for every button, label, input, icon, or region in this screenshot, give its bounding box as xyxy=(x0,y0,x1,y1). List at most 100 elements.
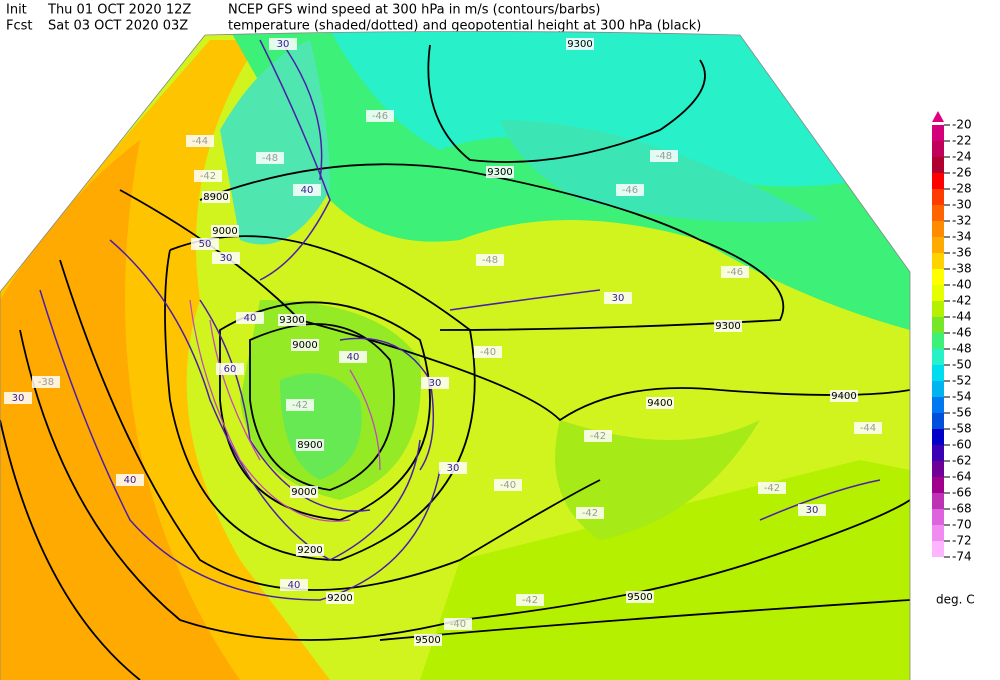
colorbar-band xyxy=(932,269,944,285)
wind-label: 30 xyxy=(612,293,625,304)
wind-label: 30 xyxy=(220,253,233,264)
colorbar-label: -42 xyxy=(952,294,972,308)
mid-shading xyxy=(555,420,760,540)
height-label: 9500 xyxy=(415,635,440,646)
height-label: 9400 xyxy=(647,398,672,409)
colorbar-label: -28 xyxy=(952,182,972,196)
colorbar-band xyxy=(932,461,944,477)
temp-label: -44 xyxy=(192,136,208,147)
colorbar-label: -70 xyxy=(952,518,972,532)
colorbar-label: -26 xyxy=(952,166,972,180)
height-label: 8900 xyxy=(203,192,228,203)
height-label: 9000 xyxy=(212,226,237,237)
temp-label-box xyxy=(758,482,786,494)
height-label-box xyxy=(326,592,354,604)
cold-shading xyxy=(330,31,860,187)
colorbar-band xyxy=(932,157,944,173)
colorbar-band xyxy=(932,525,944,541)
temp-label-box xyxy=(516,594,544,606)
title-line2: temperature (shaded/dotted) and geopoten… xyxy=(228,19,701,34)
temp-label-box xyxy=(576,507,604,519)
wind-label: 40 xyxy=(124,475,137,486)
wind-label-box xyxy=(798,504,826,516)
temp-label-box xyxy=(186,135,214,147)
height-label: 9000 xyxy=(292,340,317,351)
height-contours xyxy=(0,44,910,680)
temp-label: -40 xyxy=(480,347,496,358)
height-label: 8900 xyxy=(297,440,322,451)
temp-label: -48 xyxy=(482,255,498,266)
temp-label-box xyxy=(584,430,612,442)
height-label-box xyxy=(296,544,324,556)
colorbar-band xyxy=(932,541,944,557)
colorbar-band xyxy=(932,381,944,397)
height-label-box xyxy=(646,397,674,409)
temp-label-box xyxy=(32,376,60,388)
colorbar-band xyxy=(932,189,944,205)
wind-label-box xyxy=(269,38,297,50)
colorbar-arrow xyxy=(932,111,944,122)
colorbar-label: -40 xyxy=(952,278,972,292)
temp-label-box xyxy=(854,422,882,434)
colorbar-label: -60 xyxy=(952,438,972,452)
wind-label-box xyxy=(421,377,449,389)
wind-label: 30 xyxy=(12,393,25,404)
colorbar-band xyxy=(932,285,944,301)
colorbar-band xyxy=(932,333,944,349)
jet-core xyxy=(189,299,381,522)
colorbar-label: -62 xyxy=(952,454,972,468)
colorbar-band xyxy=(932,413,944,429)
colorbar-band xyxy=(932,301,944,317)
wind-label-box xyxy=(236,312,264,324)
colorbar-band xyxy=(932,237,944,253)
colorbar-band xyxy=(932,477,944,493)
height-label: 9200 xyxy=(327,593,352,604)
height-label: 9300 xyxy=(567,39,592,50)
wind-label-box xyxy=(339,351,367,363)
wind-label: 60 xyxy=(224,364,237,375)
temp-label-box xyxy=(194,170,222,182)
colorbar-label: -52 xyxy=(952,374,972,388)
temp-label-box xyxy=(494,479,522,491)
wind-label: 50 xyxy=(199,239,212,250)
temp-label: -46 xyxy=(622,185,638,196)
colorbar-label: -56 xyxy=(952,406,972,420)
wind-label: 40 xyxy=(301,185,314,196)
colorbar-label: -44 xyxy=(952,310,972,324)
init-time: Thu 01 OCT 2020 12Z xyxy=(47,3,191,18)
wind-label: 40 xyxy=(288,580,301,591)
height-label-box xyxy=(291,339,319,351)
height-label-box xyxy=(486,166,514,178)
temp-label: -46 xyxy=(727,267,743,278)
temp-label: -42 xyxy=(200,171,216,182)
temp-label: -40 xyxy=(500,480,516,491)
colorbar-label: -30 xyxy=(952,198,972,212)
wind-label: 40 xyxy=(347,352,360,363)
temp-label: -44 xyxy=(860,423,876,434)
colorbar-band xyxy=(932,365,944,381)
warm-shading xyxy=(0,140,240,680)
wind-label: 30 xyxy=(806,505,819,516)
wind-label: 40 xyxy=(244,313,257,324)
wind-label-box xyxy=(604,292,632,304)
height-label: 9000 xyxy=(291,487,316,498)
fcst-time: Sat 03 OCT 2020 03Z xyxy=(48,19,188,34)
temp-label: -42 xyxy=(522,595,538,606)
height-label: 9200 xyxy=(297,545,322,556)
temp-label-box xyxy=(721,266,749,278)
colorbar-band xyxy=(932,429,944,445)
height-label-box xyxy=(278,314,306,326)
height-label: 9300 xyxy=(715,321,740,332)
temp-label-box xyxy=(286,399,314,411)
title-line1: NCEP GFS wind speed at 300 hPa in m/s (c… xyxy=(228,3,601,18)
height-label: 9300 xyxy=(279,315,304,326)
colorbar-label: -46 xyxy=(952,326,972,340)
height-label-box xyxy=(626,591,654,603)
colorbar-label: -58 xyxy=(952,422,972,436)
mid-shading xyxy=(420,460,910,680)
temp-label-box xyxy=(366,110,394,122)
temp-label: -42 xyxy=(582,508,598,519)
wind-label-box xyxy=(439,462,467,474)
height-label-box xyxy=(414,634,442,646)
height-label: 9500 xyxy=(627,592,652,603)
